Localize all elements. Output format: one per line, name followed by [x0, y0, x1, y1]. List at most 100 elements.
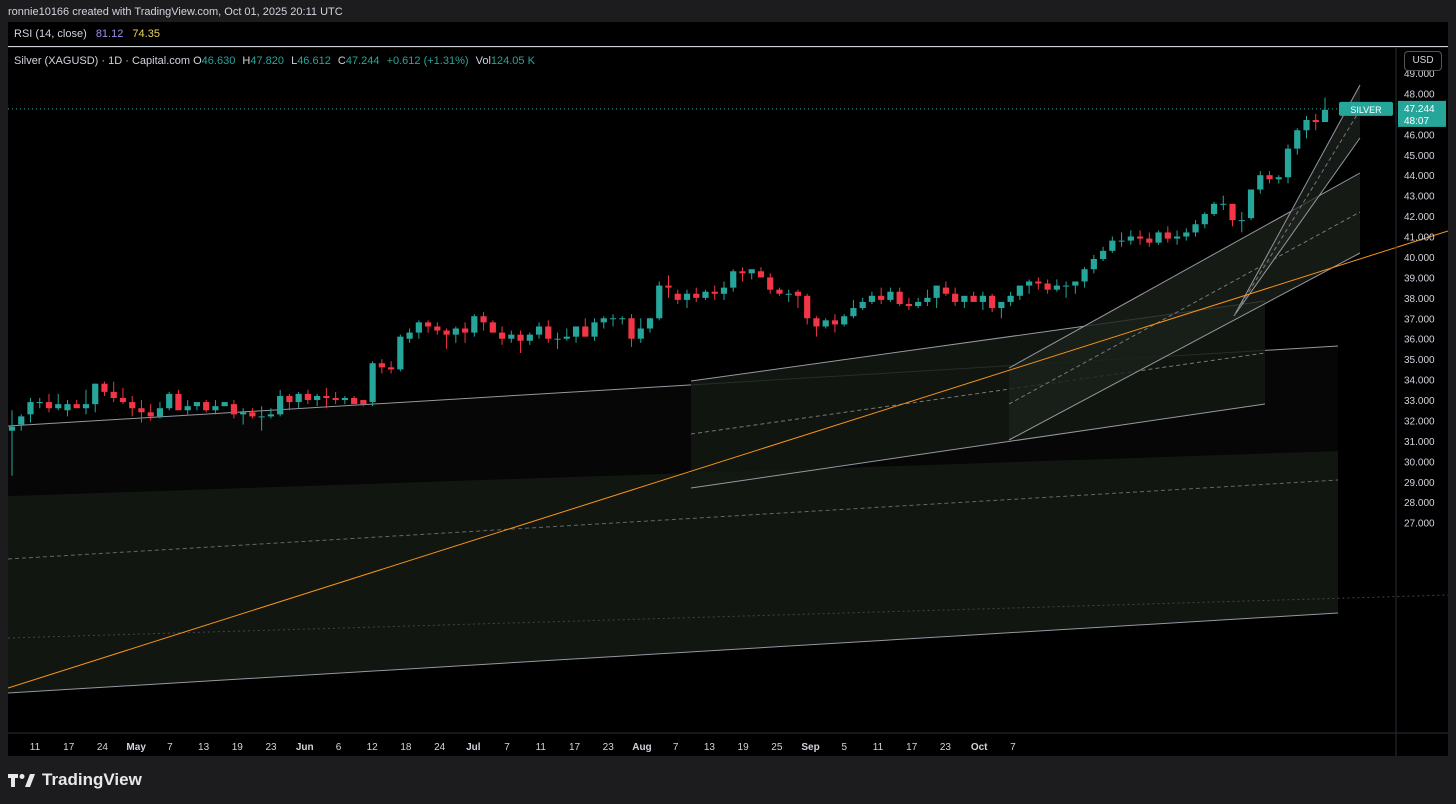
candle-body: [360, 400, 367, 405]
candle-body: [1081, 269, 1088, 282]
candle-body: [1247, 189, 1255, 219]
candle-body: [73, 404, 80, 409]
time-tick-label: May: [126, 742, 146, 753]
time-tick-label: 24: [97, 742, 109, 753]
time-tick-label: 11: [30, 742, 41, 753]
volume-label: Vol: [475, 55, 491, 67]
price-tick-label: 30.000: [1404, 457, 1435, 468]
candle-body: [739, 271, 746, 274]
time-tick-label: 12: [367, 742, 379, 753]
candle-body: [230, 404, 238, 415]
time-tick-label: Sep: [801, 742, 819, 753]
candle-body: [979, 295, 986, 302]
candle-body: [332, 397, 339, 401]
price-tick-label: 27.000: [1404, 519, 1435, 530]
candle-body: [221, 402, 228, 407]
candle-body: [582, 326, 589, 337]
candle-body: [711, 291, 718, 294]
candle-body: [1220, 203, 1227, 205]
time-tick-label: 5: [841, 742, 847, 753]
candle-body: [1035, 281, 1042, 284]
candle-body: [240, 412, 247, 415]
time-tick-label: 17: [63, 742, 75, 753]
candle-body: [406, 332, 413, 339]
time-tick-label: Jul: [466, 742, 481, 753]
channel-midline: [1233, 109, 1361, 317]
price-tick-label: 45.000: [1404, 151, 1435, 162]
chart-canvas[interactable]: 49.00048.00047.00046.00045.00044.00043.0…: [8, 48, 1448, 756]
candle-body: [822, 320, 829, 327]
candle-body: [1275, 177, 1282, 180]
rsi-title: RSI (14, close): [14, 28, 87, 40]
candle-body: [785, 293, 792, 295]
time-tick-label: 13: [704, 742, 716, 753]
candle-body: [933, 285, 940, 298]
time-tick-label: Jun: [296, 742, 314, 753]
candle-body: [545, 326, 552, 339]
candle-body: [480, 316, 487, 323]
candle-body: [952, 293, 959, 302]
candle-body: [166, 393, 173, 409]
rsi-pane[interactable]: RSI (14, close) 81.12 74.35: [8, 22, 1448, 47]
time-tick-label: 17: [906, 742, 918, 753]
candle-body: [1155, 232, 1162, 243]
candle-body: [1257, 175, 1264, 190]
close-value: 47.244: [345, 55, 380, 67]
candle-body: [628, 318, 635, 339]
candle-body: [415, 322, 422, 333]
candle-body: [896, 291, 903, 304]
channel-line: [1233, 84, 1361, 317]
candle-body: [841, 316, 848, 325]
symbol-tag-label: SILVER: [1350, 105, 1382, 115]
channel-midline: [690, 352, 1266, 435]
candle-body: [1201, 214, 1208, 225]
candle-body: [138, 408, 145, 413]
volume-value: 124.05 K: [490, 55, 535, 67]
candle-body: [693, 293, 700, 298]
price-tick-label: 32.000: [1404, 416, 1435, 427]
candle-body: [8, 426, 16, 431]
time-tick-label: 17: [569, 742, 581, 753]
time-tick-label: 11: [536, 742, 547, 753]
candle-body: [924, 297, 931, 302]
candle-body: [82, 404, 90, 409]
price-tick-label: 28.000: [1404, 498, 1435, 509]
time-tick-label: 19: [232, 742, 244, 753]
price-chart[interactable]: 49.00048.00047.00046.00045.00044.00043.0…: [8, 48, 1448, 756]
rsi-ma-value: 74.35: [132, 28, 160, 40]
candle-body: [175, 393, 182, 411]
time-tick-label: 19: [738, 742, 750, 753]
time-tick-label: 24: [434, 742, 446, 753]
time-tick-label: 23: [603, 742, 615, 753]
price-tick-label: 38.000: [1404, 294, 1435, 305]
candle-body: [249, 412, 256, 417]
low-label: L: [291, 55, 298, 67]
candle-body: [304, 393, 311, 401]
open-label: O: [193, 55, 202, 67]
candle-body: [277, 395, 284, 415]
price-tick-label: 44.000: [1404, 171, 1435, 182]
candle-body: [702, 291, 709, 298]
candle-body: [600, 318, 607, 323]
candle-body: [1007, 295, 1014, 302]
price-tick-label: 46.000: [1404, 130, 1435, 141]
tradingview-brand: TradingView: [42, 770, 142, 789]
candle-body: [1183, 232, 1190, 237]
candle-body: [776, 289, 783, 294]
candle-body: [748, 269, 755, 274]
time-tick-label: 7: [673, 742, 679, 753]
candle-body: [1090, 259, 1097, 270]
time-tick-label: 25: [771, 742, 783, 753]
time-tick-label: 13: [198, 742, 210, 753]
symbol-name[interactable]: Silver (XAGUSD) · 1D · Capital.com: [14, 55, 191, 67]
candle-body: [27, 402, 34, 415]
candle-body: [18, 416, 25, 425]
price-tick-label: 33.000: [1404, 396, 1435, 407]
candle-body: [1109, 240, 1116, 251]
candle-body: [351, 397, 358, 405]
time-tick-label: 23: [940, 742, 952, 753]
candle-body: [101, 383, 108, 392]
currency-button[interactable]: USD: [1404, 51, 1442, 71]
candle-body: [563, 336, 570, 339]
candle-body: [36, 402, 43, 404]
